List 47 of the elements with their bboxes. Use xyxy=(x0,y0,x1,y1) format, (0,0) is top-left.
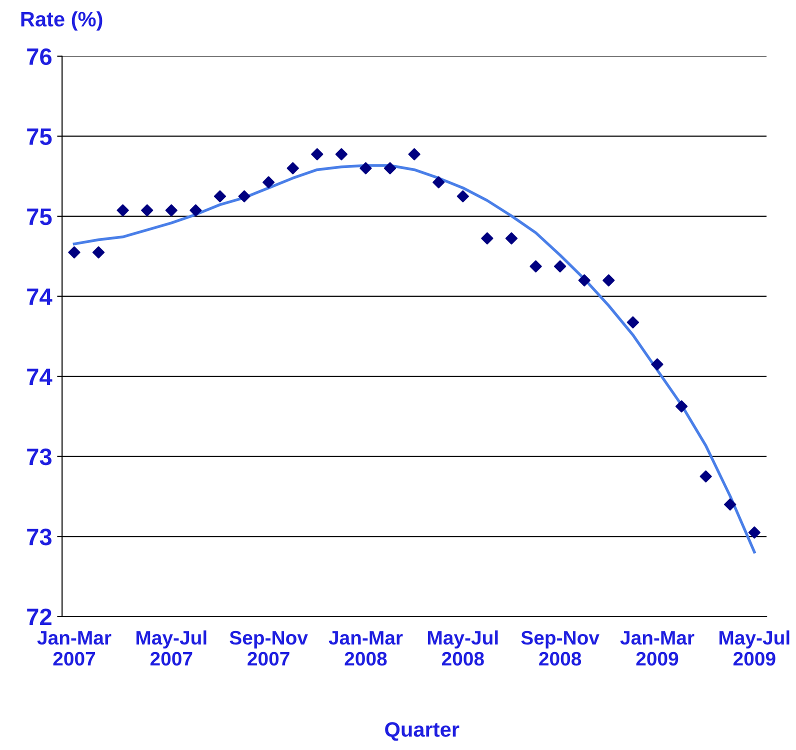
x-tick-label: May-Jul 2008 xyxy=(428,630,498,666)
point xyxy=(554,260,566,272)
point xyxy=(384,162,396,174)
point xyxy=(456,190,469,202)
point xyxy=(578,274,590,286)
x-tick-label: Sep-Nov 2007 xyxy=(230,630,308,666)
point xyxy=(748,526,760,539)
point xyxy=(262,176,275,188)
point xyxy=(724,498,736,511)
point xyxy=(92,246,105,258)
point xyxy=(214,190,226,202)
point xyxy=(238,190,250,202)
point xyxy=(481,232,494,244)
y-axis-title: Rate (%) xyxy=(21,11,102,31)
x-tick-label: May-Jul 2007 xyxy=(136,630,206,666)
point xyxy=(602,274,615,286)
x-tick-label: Jan-Mar 2008 xyxy=(328,631,403,666)
point xyxy=(675,400,688,412)
point xyxy=(505,232,518,244)
y-tick-label: 74 xyxy=(27,368,52,385)
point xyxy=(700,470,712,483)
y-tick-label: 73 xyxy=(27,528,52,546)
x-tick-label: May-Jul 2009 xyxy=(720,630,790,666)
y-tick-label: 75 xyxy=(27,208,52,226)
y-tick-label: 74 xyxy=(27,288,52,305)
point xyxy=(651,358,664,370)
point xyxy=(335,148,348,160)
point xyxy=(360,162,372,174)
point xyxy=(432,176,445,188)
x-tick-label: Jan-Mar 2007 xyxy=(37,631,112,666)
point xyxy=(141,204,154,216)
point xyxy=(408,148,420,160)
y-tick-label: 72 xyxy=(27,608,52,626)
point xyxy=(311,148,324,160)
point xyxy=(626,316,640,328)
point xyxy=(530,260,542,272)
x-axis-title: Quarter xyxy=(385,722,460,741)
x-tick-label: Sep-Nov 2008 xyxy=(521,630,600,666)
point xyxy=(68,246,80,258)
y-tick-label: 73 xyxy=(27,448,52,466)
y-tick-label: 76 xyxy=(27,48,52,66)
point xyxy=(165,204,178,216)
point xyxy=(286,162,299,174)
x-tick-label: Jan-Mar 2009 xyxy=(620,631,694,666)
point xyxy=(116,204,129,216)
point xyxy=(190,204,202,216)
y-tick-label: 75 xyxy=(27,128,52,146)
